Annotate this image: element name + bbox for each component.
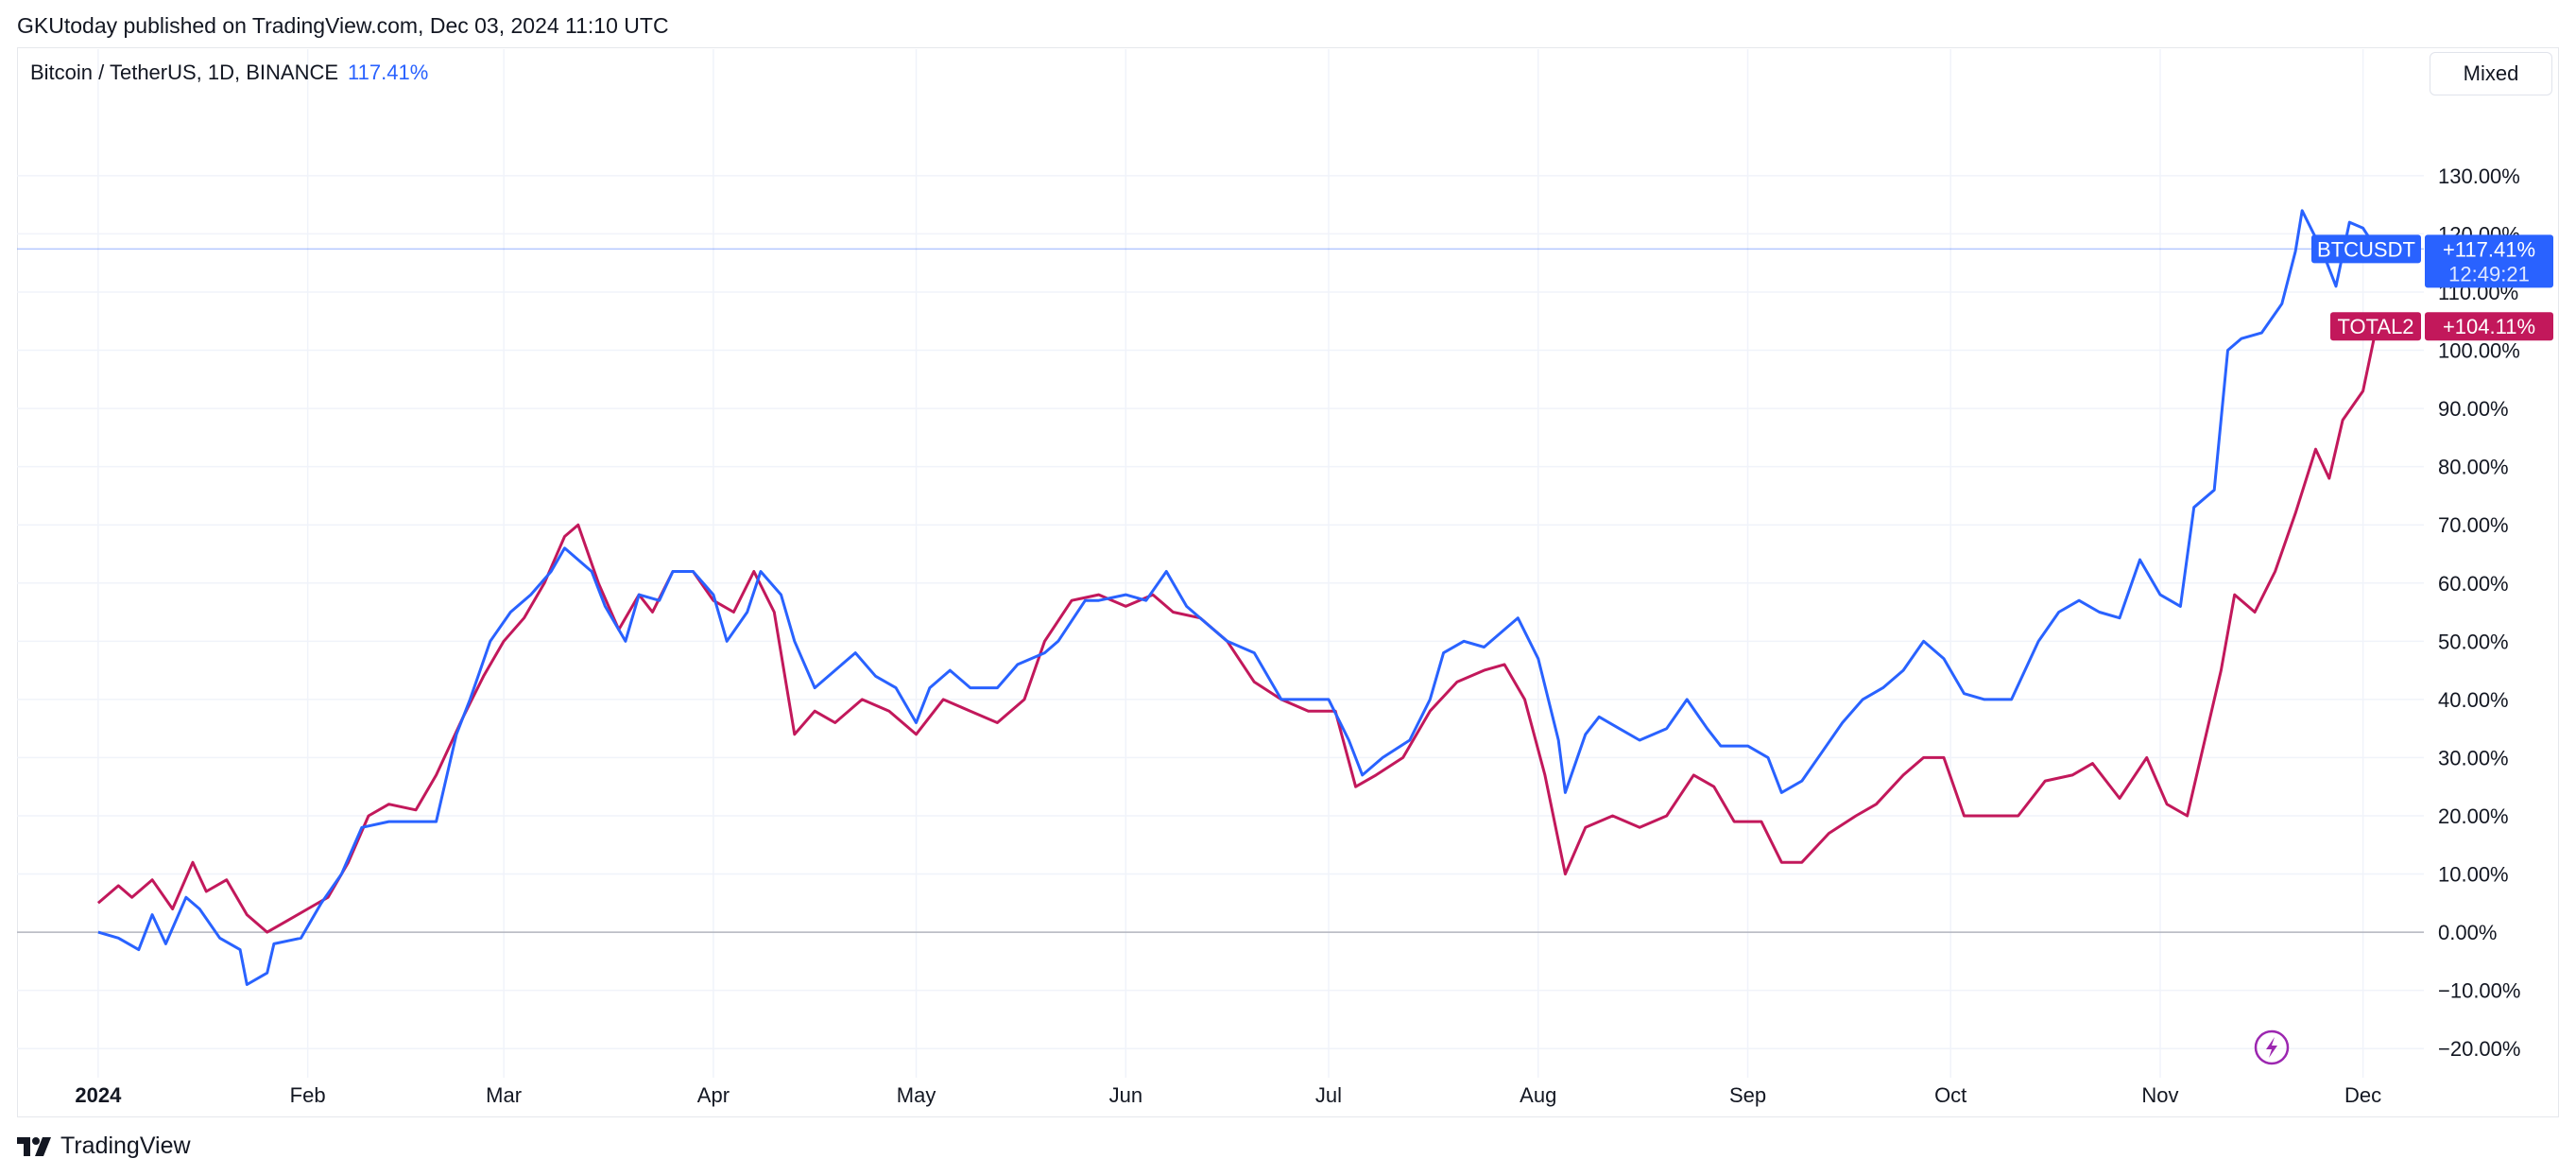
y-tick-label: 10.00%	[2438, 863, 2509, 887]
y-tick-label: 40.00%	[2438, 688, 2509, 712]
x-tick-label: 2024	[75, 1083, 122, 1107]
x-tick-label: Jun	[1109, 1083, 1142, 1107]
lightning-bolt-icon[interactable]	[2254, 1029, 2290, 1065]
y-tick-label: 0.00%	[2438, 921, 2497, 944]
symbol-title: Bitcoin / TetherUS, 1D, BINANCE	[30, 61, 339, 84]
symbol-change-value: 117.41%	[348, 61, 429, 84]
series-line-btcusdt[interactable]	[97, 209, 2379, 986]
x-tick-label: Sep	[1729, 1083, 1766, 1107]
y-tick-label: 60.00%	[2438, 572, 2509, 596]
btc-value-label: +117.41%	[2443, 237, 2535, 261]
price-tags: BTCUSDT +117.41%12:49:21 TOTAL2 +104.11%	[2311, 234, 2553, 341]
symbol-legend[interactable]: Bitcoin / TetherUS, 1D, BINANCE 117.41%	[30, 61, 428, 85]
scale-mode-button[interactable]: Mixed	[2430, 52, 2552, 95]
x-axis: 2024 Feb Mar Apr May Jun Jul Aug Sep Oct Nov Dec	[75, 1083, 2381, 1107]
publish-header: GKUtoday published on TradingView.com, D…	[17, 13, 669, 38]
y-tick-label: 70.00%	[2438, 513, 2509, 537]
y-tick-label: −10.00%	[2438, 979, 2520, 1003]
btc-countdown-label: 12:49:21	[2448, 262, 2530, 285]
x-tick-label: Oct	[1934, 1083, 1966, 1107]
series-layer	[17, 209, 2424, 986]
x-tick-label: May	[897, 1083, 936, 1107]
x-tick-label: Mar	[486, 1083, 522, 1107]
y-tick-label: 20.00%	[2438, 804, 2509, 828]
series-line-total2[interactable]	[96, 325, 2379, 934]
grid-lines	[17, 49, 2424, 1078]
series-name-tag-total2: TOTAL2	[2330, 312, 2421, 341]
total2-value-tag: +104.11%	[2425, 312, 2553, 341]
series-name-tag-btcusdt: BTCUSDT	[2311, 234, 2421, 264]
y-tick-label: 50.00%	[2438, 630, 2509, 653]
y-tick-label: −20.00%	[2438, 1037, 2520, 1061]
x-tick-label: Feb	[290, 1083, 326, 1107]
btc-value-tag: +117.41%12:49:21	[2425, 234, 2553, 288]
x-tick-label: Nov	[2141, 1083, 2178, 1107]
x-tick-label: Dec	[2344, 1083, 2381, 1107]
x-tick-label: Apr	[697, 1083, 730, 1107]
tradingview-brand[interactable]: TradingView	[17, 1133, 191, 1160]
y-tick-label: 130.00%	[2438, 164, 2520, 188]
y-tick-label: 100.00%	[2438, 339, 2520, 363]
brand-name: TradingView	[60, 1133, 191, 1159]
y-tick-label: 90.00%	[2438, 397, 2509, 421]
chart-frame	[17, 47, 2559, 1117]
series-name-label: BTCUSDT	[2317, 237, 2415, 261]
total2-value-label: +104.11%	[2443, 315, 2535, 338]
series-name-label: TOTAL2	[2337, 315, 2413, 338]
y-axis: −20.00% −10.00% 0.00% 10.00% 20.00% 30.00% 40.…	[2438, 164, 2520, 1061]
tradingview-logo-icon	[17, 1136, 51, 1156]
y-tick-label: 80.00%	[2438, 456, 2509, 479]
x-tick-label: Aug	[1520, 1083, 1556, 1107]
x-tick-label: Jul	[1315, 1083, 1342, 1107]
y-tick-label: 30.00%	[2438, 746, 2509, 770]
